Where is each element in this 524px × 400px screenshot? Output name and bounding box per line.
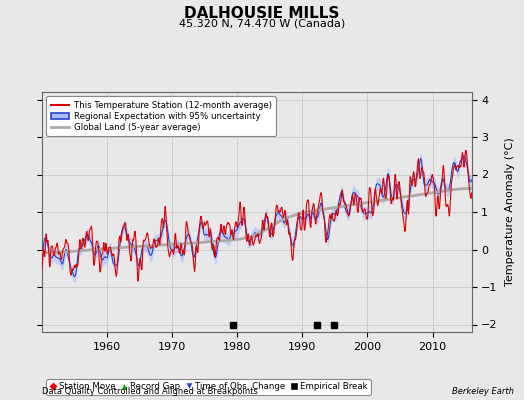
Y-axis label: Temperature Anomaly (°C): Temperature Anomaly (°C) — [505, 138, 515, 286]
Legend: Station Move, Record Gap, Time of Obs. Change, Empirical Break: Station Move, Record Gap, Time of Obs. C… — [46, 379, 371, 395]
Text: Berkeley Earth: Berkeley Earth — [452, 387, 514, 396]
Text: 45.320 N, 74.470 W (Canada): 45.320 N, 74.470 W (Canada) — [179, 18, 345, 28]
Text: Data Quality Controlled and Aligned at Breakpoints: Data Quality Controlled and Aligned at B… — [42, 387, 258, 396]
Text: DALHOUSIE MILLS: DALHOUSIE MILLS — [184, 6, 340, 21]
